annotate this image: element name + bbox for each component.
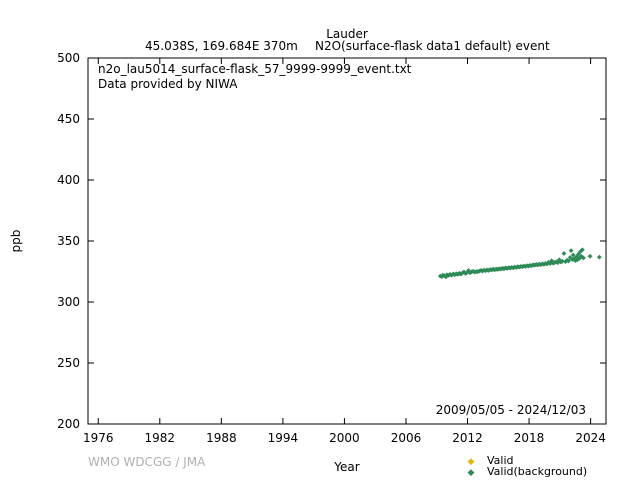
data-filename: n2o_lau5014_surface-flask_57_9999-9999_e… (98, 62, 412, 76)
y-axis: 200 250 300 350 400 450 500 (57, 51, 606, 431)
y-tick-label: 400 (57, 173, 80, 187)
legend: ◆ Valid ◆ Valid(background) (468, 454, 588, 478)
data-point (580, 247, 585, 253)
legend-label-background: Valid(background) (487, 465, 587, 478)
series-title: N2O(surface-flask data1 default) event (315, 39, 550, 53)
data-point (560, 258, 565, 264)
x-tick-label: 1982 (145, 431, 176, 445)
x-tick-label: 1994 (268, 431, 299, 445)
x-tick-label: 2006 (391, 431, 422, 445)
y-tick-label: 450 (57, 112, 80, 126)
data-point (587, 253, 593, 259)
y-tick-label: 250 (57, 356, 80, 370)
data-provider: Data provided by NIWA (98, 77, 238, 91)
y-tick-label: 500 (57, 51, 80, 65)
location-title: 45.038S, 169.684E 370m (145, 39, 298, 53)
x-tick-label: 1976 (83, 431, 114, 445)
x-tick-label: 2024 (575, 431, 606, 445)
data-point (566, 258, 571, 264)
data-point (561, 251, 567, 256)
y-tick-label: 200 (57, 417, 80, 431)
data-point (581, 255, 586, 261)
legend-marker-background: ◆ (468, 468, 475, 478)
data-points (437, 247, 602, 280)
data-point (596, 254, 602, 260)
x-tick-label: 2012 (452, 431, 483, 445)
data-point (555, 260, 561, 266)
x-tick-label: 2000 (329, 431, 360, 445)
data-point (570, 252, 576, 258)
station-title: Lauder (326, 27, 368, 41)
data-point (446, 273, 451, 278)
y-tick-label: 300 (57, 295, 80, 309)
data-point (568, 248, 574, 254)
x-axis: 1976 1982 1988 1994 2000 2006 2012 2018 2024 (83, 58, 606, 445)
plot-area (87, 57, 607, 425)
y-tick-label: 350 (57, 234, 80, 248)
legend-marker-valid: ◆ (468, 457, 475, 467)
y-axis-label: ppb (9, 230, 23, 253)
data-point (529, 263, 535, 269)
x-tick-label: 2018 (514, 431, 545, 445)
credit-text: WMO WDCGG / JMA (88, 455, 206, 469)
x-tick-label: 1988 (206, 431, 237, 445)
legend-label-valid: Valid (487, 454, 514, 467)
x-axis-label: Year (333, 460, 359, 474)
date-range: 2009/05/05 - 2024/12/03 (436, 403, 586, 417)
data-point (458, 271, 464, 277)
